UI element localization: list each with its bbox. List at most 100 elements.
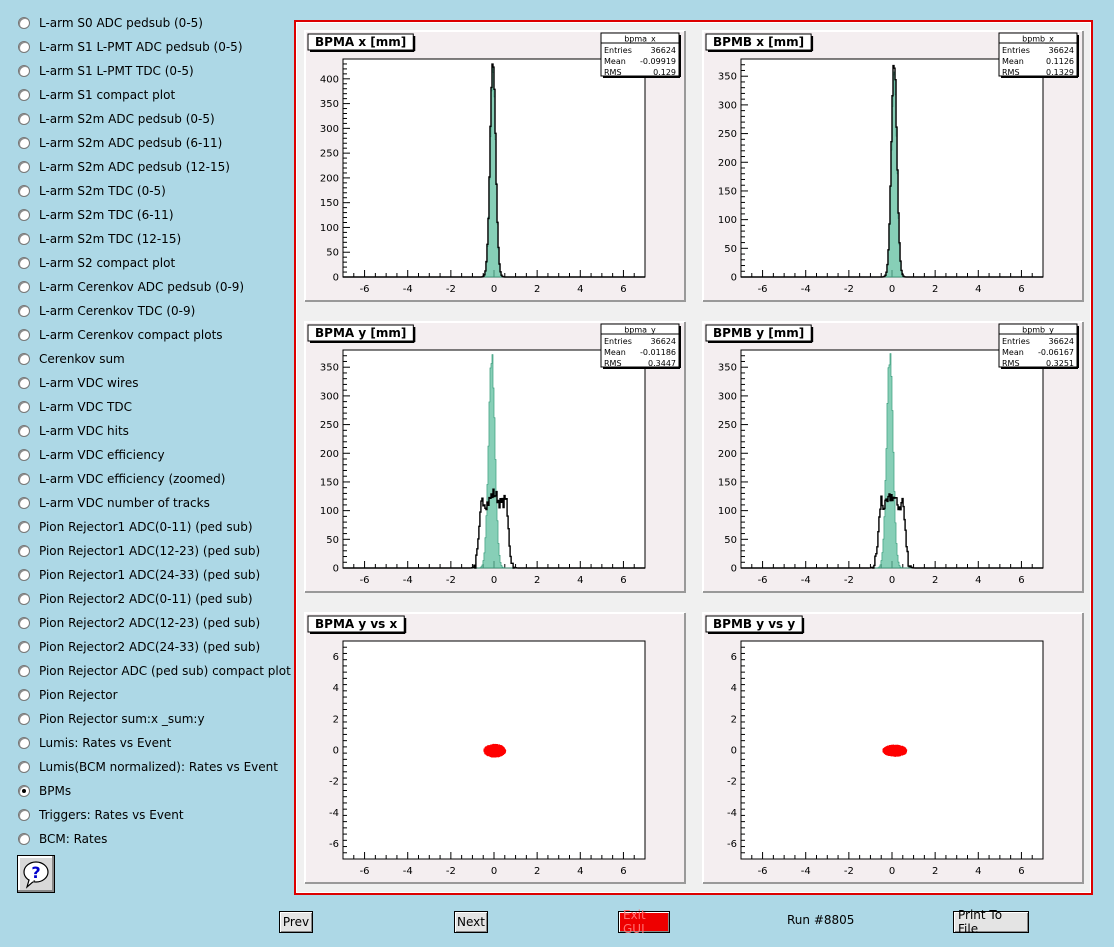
plot-option[interactable]: Pion Rejector1 ADC(0-11) (ped sub) xyxy=(18,517,253,537)
plot-title: BPMB y [mm] xyxy=(713,326,804,340)
scatter-point xyxy=(896,750,899,753)
plot-option[interactable]: Lumis: Rates vs Event xyxy=(18,733,171,753)
plot-option[interactable]: Pion Rejector xyxy=(18,685,118,705)
radio-button[interactable] xyxy=(18,617,30,629)
scatter-point xyxy=(490,745,492,748)
radio-button[interactable] xyxy=(18,689,30,701)
exit-gui-button[interactable]: Exit GUI xyxy=(618,908,670,936)
plot-option[interactable]: Pion Rejector2 ADC(24-33) (ped sub) xyxy=(18,637,260,657)
scatter-point xyxy=(497,750,499,752)
plot-option-label: Triggers: Rates vs Event xyxy=(39,808,184,822)
plot-option[interactable]: L-arm S2m ADC pedsub (12-15) xyxy=(18,157,230,177)
radio-button[interactable] xyxy=(18,641,30,653)
pad-bevel xyxy=(304,612,685,883)
plot-title: BPMA y vs x xyxy=(315,617,397,631)
radio-button[interactable] xyxy=(18,377,30,389)
plot-option[interactable]: L-arm VDC efficiency xyxy=(18,445,165,465)
plot-option[interactable]: Pion Rejector1 ADC(24-33) (ped sub) xyxy=(18,565,260,585)
radio-button[interactable] xyxy=(18,65,30,77)
plot-option[interactable]: L-arm S1 compact plot xyxy=(18,85,175,105)
radio-button[interactable] xyxy=(18,161,30,173)
radio-button[interactable] xyxy=(18,593,30,605)
radio-button[interactable] xyxy=(18,281,30,293)
scatter-point xyxy=(896,746,899,749)
scatter-point xyxy=(897,754,899,756)
plot-option-label: Lumis: Rates vs Event xyxy=(39,736,172,750)
x-tick-label: -6 xyxy=(758,575,768,586)
x-tick-label: -6 xyxy=(758,284,768,295)
radio-button[interactable] xyxy=(18,329,30,341)
plot-option[interactable]: L-arm VDC efficiency (zoomed) xyxy=(18,469,225,489)
plot-option[interactable]: L-arm S1 L-PMT TDC (0-5) xyxy=(18,61,194,81)
radio-button[interactable] xyxy=(18,209,30,221)
radio-button[interactable] xyxy=(18,113,30,125)
plot-option[interactable]: Pion Rejector1 ADC(12-23) (ped sub) xyxy=(18,541,260,561)
plot-option[interactable]: Cerenkov sum xyxy=(18,349,125,369)
radio-button[interactable] xyxy=(18,17,30,29)
plot-option[interactable]: BPMs xyxy=(18,781,71,801)
radio-button[interactable] xyxy=(18,785,30,797)
radio-button[interactable] xyxy=(18,761,30,773)
radio-button[interactable] xyxy=(18,569,30,581)
scatter-point xyxy=(901,752,903,754)
radio-button[interactable] xyxy=(18,473,30,485)
scatter-point xyxy=(883,748,885,750)
radio-button[interactable] xyxy=(18,257,30,269)
scatter-point xyxy=(896,750,898,752)
plot-option[interactable]: L-arm Cerenkov ADC pedsub (0-9) xyxy=(18,277,244,297)
help-button[interactable]: ? xyxy=(17,855,55,893)
scatter-point xyxy=(499,752,501,754)
scatter-point xyxy=(495,745,498,747)
radio-button[interactable] xyxy=(18,185,30,197)
plot-option[interactable]: Pion Rejector2 ADC(12-23) (ped sub) xyxy=(18,613,260,633)
radio-button[interactable] xyxy=(18,401,30,413)
radio-button[interactable] xyxy=(18,737,30,749)
plot-option[interactable]: L-arm VDC wires xyxy=(18,373,138,393)
radio-button[interactable] xyxy=(18,713,30,725)
plot-option[interactable]: Pion Rejector sum:x _sum:y xyxy=(18,709,205,729)
plot-option[interactable]: L-arm S2m TDC (6-11) xyxy=(18,205,174,225)
radio-button[interactable] xyxy=(18,305,30,317)
plot-option[interactable]: L-arm S2m ADC pedsub (6-11) xyxy=(18,133,222,153)
plot-option[interactable]: L-arm S2m ADC pedsub (0-5) xyxy=(18,109,215,129)
plot-option[interactable]: Pion Rejector2 ADC(0-11) (ped sub) xyxy=(18,589,253,609)
plot-option[interactable]: L-arm VDC hits xyxy=(18,421,129,441)
radio-button[interactable] xyxy=(18,497,30,509)
plot-option[interactable]: BCM: Rates xyxy=(18,829,107,849)
radio-button[interactable] xyxy=(18,137,30,149)
scatter-point xyxy=(888,751,891,753)
plot-option-label: L-arm Cerenkov compact plots xyxy=(39,328,223,342)
radio-button[interactable] xyxy=(18,449,30,461)
scatter-point xyxy=(898,750,900,753)
pad-bevel xyxy=(305,322,686,593)
radio-button[interactable] xyxy=(18,833,30,845)
plot-option[interactable]: L-arm VDC TDC xyxy=(18,397,132,417)
plot-option[interactable]: L-arm S0 ADC pedsub (0-5) xyxy=(18,13,203,33)
scatter-point xyxy=(503,752,505,754)
stats-rms: 0.3447 xyxy=(648,359,676,368)
radio-button[interactable] xyxy=(18,545,30,557)
y-tick-label: 0 xyxy=(731,746,737,757)
radio-button[interactable] xyxy=(18,353,30,365)
y-tick-label: 150 xyxy=(718,186,737,197)
next-button[interactable]: Next xyxy=(454,911,488,933)
plot-option[interactable]: L-arm S2 compact plot xyxy=(18,253,175,273)
plot-option[interactable]: Pion Rejector ADC (ped sub) compact plot xyxy=(18,661,291,681)
print-to-file-button[interactable]: Print To File xyxy=(953,908,1029,936)
prev-button[interactable]: Prev xyxy=(279,911,313,933)
plot-option[interactable]: L-arm Cerenkov TDC (0-9) xyxy=(18,301,195,321)
plot-option[interactable]: L-arm S1 L-PMT ADC pedsub (0-5) xyxy=(18,37,243,57)
plot-option[interactable]: L-arm S2m TDC (0-5) xyxy=(18,181,166,201)
radio-button[interactable] xyxy=(18,41,30,53)
radio-button[interactable] xyxy=(18,233,30,245)
radio-button[interactable] xyxy=(18,521,30,533)
plot-option[interactable]: Triggers: Rates vs Event xyxy=(18,805,184,825)
plot-option[interactable]: Lumis(BCM normalized): Rates vs Event xyxy=(18,757,278,777)
radio-button[interactable] xyxy=(18,89,30,101)
radio-button[interactable] xyxy=(18,425,30,437)
radio-button[interactable] xyxy=(18,665,30,677)
plot-option[interactable]: L-arm VDC number of tracks xyxy=(18,493,210,513)
plot-option[interactable]: L-arm S2m TDC (12-15) xyxy=(18,229,181,249)
radio-button[interactable] xyxy=(18,809,30,821)
plot-option[interactable]: L-arm Cerenkov compact plots xyxy=(18,325,223,345)
